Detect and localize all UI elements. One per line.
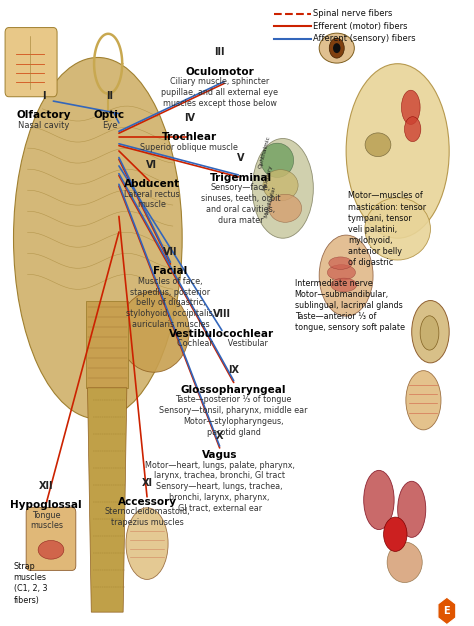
Ellipse shape: [331, 278, 356, 292]
Text: Sensory—face,
sinuses, teeth, orbit
and oral cavities,
dura mater: Sensory—face, sinuses, teeth, orbit and …: [201, 183, 281, 225]
Text: Oculomotor: Oculomotor: [185, 67, 254, 77]
Text: Vestibulocochlear: Vestibulocochlear: [169, 329, 274, 339]
Circle shape: [333, 43, 340, 53]
Text: Optic: Optic: [94, 110, 125, 120]
Text: Olfactory: Olfactory: [17, 110, 71, 120]
Text: VIII: VIII: [213, 309, 231, 319]
Text: Motor—heart, lungs, palate, pharynx,
larynx, trachea, bronchi, GI tract
Sensory—: Motor—heart, lungs, palate, pharynx, lar…: [145, 461, 294, 513]
Ellipse shape: [253, 138, 313, 239]
Polygon shape: [86, 300, 128, 387]
Ellipse shape: [387, 542, 422, 583]
Text: Ophthalmic: Ophthalmic: [258, 135, 272, 169]
Ellipse shape: [319, 33, 355, 63]
Text: Glossopharyngeal: Glossopharyngeal: [181, 384, 286, 394]
Ellipse shape: [126, 508, 168, 580]
Text: Muscles of face,
stapedius, posterior
belly of digastric,
stylohyoid, occipitali: Muscles of face, stapedius, posterior be…: [126, 277, 215, 329]
Text: XI: XI: [142, 478, 153, 488]
Text: Nasal cavity: Nasal cavity: [18, 121, 70, 130]
Text: Efferent (motor) fibers: Efferent (motor) fibers: [313, 22, 408, 31]
Text: II: II: [106, 91, 113, 101]
Ellipse shape: [329, 257, 352, 269]
Text: Mandibular: Mandibular: [264, 185, 277, 218]
Text: IX: IX: [228, 366, 239, 376]
Text: III: III: [214, 48, 225, 58]
Text: Accessory: Accessory: [118, 497, 176, 507]
Text: V: V: [237, 153, 245, 163]
Polygon shape: [88, 387, 127, 612]
Text: I: I: [42, 91, 46, 101]
Ellipse shape: [398, 481, 426, 537]
Ellipse shape: [406, 371, 441, 430]
Ellipse shape: [319, 235, 373, 316]
Text: Ciliary muscle, sphincter
pupillae, and all external eye
muscles except those be: Ciliary muscle, sphincter pupillae, and …: [161, 78, 278, 108]
Text: Trigeminal: Trigeminal: [210, 173, 272, 183]
Text: Abducent: Abducent: [124, 179, 180, 189]
Ellipse shape: [263, 170, 298, 201]
Text: XII: XII: [39, 481, 54, 491]
Text: Sternocleidomastoid,
trapezius muscles: Sternocleidomastoid, trapezius muscles: [104, 508, 190, 527]
Ellipse shape: [14, 58, 182, 419]
Text: Tongue
muscles: Tongue muscles: [30, 511, 63, 530]
Text: Taste—posterior ⅓ of tongue
Sensory—tonsil, pharynx, middle ear
Motor—stylophary: Taste—posterior ⅓ of tongue Sensory—tons…: [159, 395, 308, 436]
Text: Maxillary: Maxillary: [262, 163, 273, 191]
Text: Hypoglossal: Hypoglossal: [10, 500, 82, 510]
Ellipse shape: [404, 116, 421, 141]
Ellipse shape: [401, 90, 420, 125]
Text: VII: VII: [163, 247, 178, 257]
Ellipse shape: [346, 64, 449, 239]
FancyBboxPatch shape: [5, 28, 57, 97]
Ellipse shape: [261, 143, 294, 177]
Text: E: E: [444, 606, 450, 616]
Text: VI: VI: [146, 160, 157, 170]
Text: Cochlear      Vestibular: Cochlear Vestibular: [176, 339, 267, 348]
Text: Superior oblique muscle: Superior oblique muscle: [140, 143, 238, 152]
Text: Spinal nerve fibers: Spinal nerve fibers: [313, 9, 392, 18]
Text: IV: IV: [184, 113, 195, 123]
Text: Strap
muscles
(C1, 2, 3
fibers): Strap muscles (C1, 2, 3 fibers): [14, 562, 47, 605]
Ellipse shape: [365, 133, 391, 156]
Ellipse shape: [412, 300, 449, 363]
Text: Trochlear: Trochlear: [162, 132, 217, 142]
Ellipse shape: [328, 265, 356, 280]
Text: X: X: [216, 431, 223, 441]
Ellipse shape: [269, 194, 301, 222]
Text: Eye: Eye: [102, 121, 117, 130]
Ellipse shape: [119, 291, 189, 372]
Text: Lateral rectus
muscle: Lateral rectus muscle: [124, 190, 180, 209]
Ellipse shape: [420, 316, 439, 350]
Text: Motor—muscles of
mastication: tensor
tympani, tensor
veli palatini,
mylohyoid,
a: Motor—muscles of mastication: tensor tym…: [348, 192, 427, 267]
Text: Intermediate nerve
Motor—submandibular,
sublingual, lacrimal glands
Taste—anteri: Intermediate nerve Motor—submandibular, …: [295, 279, 405, 332]
Ellipse shape: [383, 517, 407, 552]
Ellipse shape: [364, 470, 394, 530]
Ellipse shape: [38, 540, 64, 559]
Polygon shape: [438, 597, 456, 625]
Ellipse shape: [365, 198, 430, 260]
FancyBboxPatch shape: [26, 508, 76, 570]
Text: Facial: Facial: [153, 266, 188, 276]
Text: Vagus: Vagus: [202, 450, 237, 460]
Circle shape: [329, 38, 344, 58]
Text: Afferent (sensory) fibers: Afferent (sensory) fibers: [313, 34, 416, 43]
